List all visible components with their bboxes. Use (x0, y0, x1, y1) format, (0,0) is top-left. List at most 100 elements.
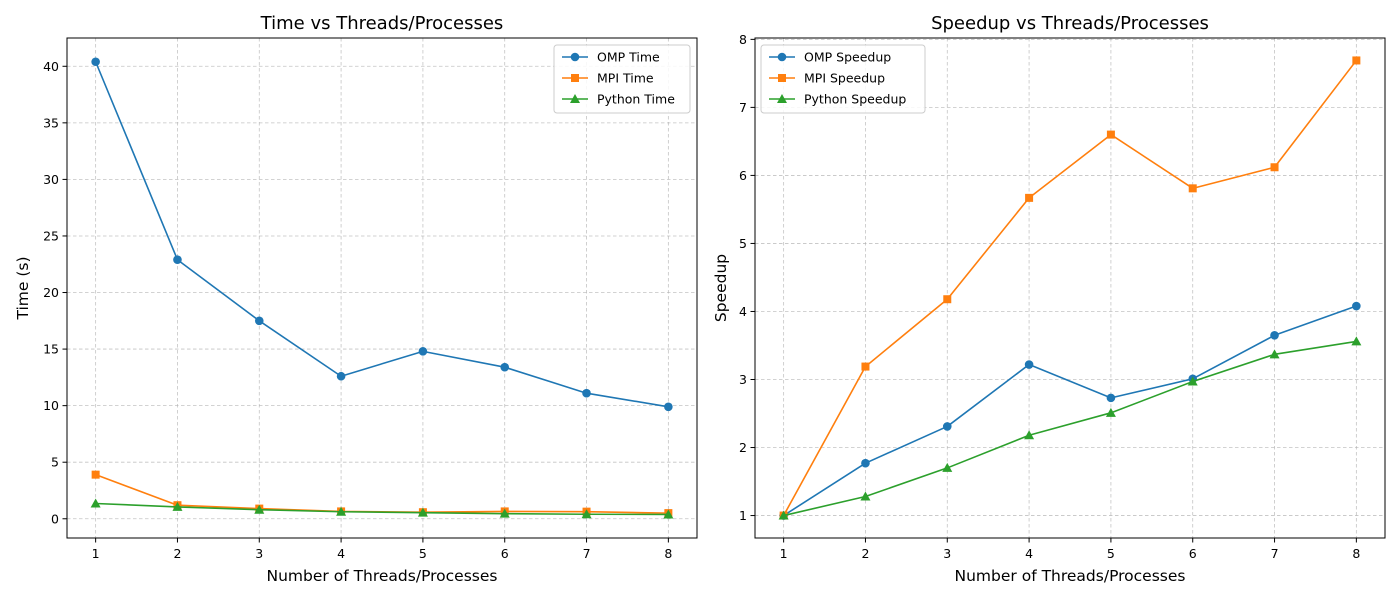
data-point-python-speedup (778, 510, 789, 520)
data-point-python-speedup (1105, 407, 1116, 417)
data-point-python-time (663, 509, 674, 519)
y-tick-label: 5 (51, 455, 59, 470)
axes-frame (754, 37, 1386, 539)
y-tick-label: 30 (43, 172, 59, 187)
y-tick-label: 10 (43, 398, 59, 413)
y-tick-label: 20 (43, 285, 59, 300)
legend-label: OMP Speedup (804, 50, 891, 65)
data-point-mpi-speedup (1270, 163, 1279, 172)
legend-label: MPI Speedup (804, 71, 885, 86)
x-tick-label: 2 (173, 546, 181, 561)
legend-swatch-marker (777, 52, 787, 62)
data-point-python-speedup (1024, 430, 1035, 440)
data-point-omp-time (173, 255, 182, 265)
x-tick-label: 3 (255, 546, 263, 561)
legend-item-omp-speedup: OMP Speedup (769, 50, 891, 65)
legend-item-python-time: Python Time (562, 92, 675, 107)
y-axis-label: Time (s) (14, 256, 32, 320)
data-point-mpi-speedup (1025, 193, 1034, 202)
chart-panel-2: 1 2 3 4 5 6 7 8 1 2 3 4 5 6 7 8 Speedup vs Threads/Proce… (712, 13, 1386, 585)
series-omp-time (91, 57, 673, 412)
data-point-python-time (417, 507, 428, 517)
x-axis-label: Number of Threads/Processes (267, 567, 498, 585)
data-point-omp-time (418, 347, 428, 356)
y-tick-label: 3 (739, 372, 747, 387)
legend-label: OMP Time (597, 50, 660, 65)
x-tick-label: 6 (1189, 546, 1197, 561)
data-point-omp-time (91, 57, 100, 67)
data-point-omp-speedup (1270, 330, 1279, 340)
chart-title: Time vs Threads/Processes (260, 13, 504, 34)
data-point-mpi-time (91, 470, 100, 479)
legend-swatch-marker (778, 74, 786, 82)
y-tick-label: 25 (43, 228, 59, 243)
series-omp-speedup (779, 301, 1361, 520)
legend-box (553, 44, 691, 114)
series-python-speedup (778, 336, 1362, 520)
legend-swatch-marker (777, 94, 787, 103)
data-point-mpi-speedup (1106, 130, 1115, 139)
data-point-python-time (336, 506, 347, 516)
x-tick-label: 3 (943, 546, 951, 561)
data-point-python-speedup (942, 462, 953, 472)
legend: OMP Speedup MPI Speedup Python Speedup (760, 44, 926, 114)
axes-frame (66, 37, 698, 539)
series-mpi-speedup (779, 56, 1361, 520)
x-tick-label: 5 (1107, 546, 1115, 561)
legend-item-python-speedup: Python Speedup (769, 92, 906, 107)
y-tick-label: 0 (51, 511, 59, 526)
data-point-mpi-speedup (943, 295, 952, 304)
series-python-time (90, 498, 674, 519)
legend-swatch-marker (570, 52, 580, 62)
series-line-omp-time (94, 61, 669, 408)
data-point-omp-speedup (942, 422, 952, 431)
x-tick-label: 4 (1025, 546, 1033, 561)
data-point-python-time (90, 498, 101, 508)
legend-label: MPI Time (597, 71, 654, 86)
legend-swatch-marker (571, 74, 579, 82)
data-point-omp-time (500, 362, 510, 372)
y-tick-label: 7 (739, 100, 747, 115)
data-point-python-speedup (1187, 376, 1198, 386)
data-point-mpi-speedup (1188, 184, 1197, 193)
x-tick-label: 1 (780, 546, 788, 561)
legend-item-mpi-speedup: MPI Speedup (769, 71, 885, 86)
x-tick-label: 7 (1271, 546, 1279, 561)
x-tick-label: 6 (501, 546, 509, 561)
series-line-omp-speedup (783, 305, 1357, 517)
data-point-omp-time (254, 316, 264, 326)
series-line-python-time (95, 502, 669, 516)
x-tick-label: 4 (337, 546, 345, 561)
data-point-omp-speedup (1024, 360, 1034, 369)
data-point-python-time (254, 504, 265, 514)
y-axis-label: Speedup (712, 254, 730, 322)
y-tick-label: 8 (739, 32, 747, 47)
x-tick-label: 8 (664, 546, 672, 561)
data-point-python-time (581, 509, 592, 519)
legend: OMP Time MPI Time Python Time (553, 44, 691, 114)
data-point-python-time (499, 508, 510, 518)
series-line-python-speedup (783, 340, 1357, 517)
x-tick-label: 5 (419, 546, 427, 561)
x-tick-label: 8 (1352, 546, 1360, 561)
x-tick-label: 2 (861, 546, 869, 561)
legend-box (760, 44, 926, 114)
x-tick-label: 7 (583, 546, 591, 561)
legend-item-omp-time: OMP Time (562, 50, 660, 65)
y-tick-label: 1 (739, 508, 747, 523)
y-tick-label: 5 (739, 236, 747, 251)
y-tick-label: 35 (43, 115, 59, 130)
data-point-omp-speedup (1106, 393, 1116, 403)
x-axis-label: Number of Threads/Processes (955, 567, 1186, 585)
data-point-mpi-speedup (861, 362, 870, 371)
chart-panel-1: 1 2 3 4 5 6 7 8 0 5 10 15 20 25 30 35 40 Time vs Threads/… (14, 13, 698, 585)
legend-label: Python Speedup (804, 92, 906, 107)
data-point-omp-time (582, 388, 591, 398)
x-tick-label: 1 (92, 546, 100, 561)
y-tick-label: 6 (739, 168, 747, 183)
legend-swatch-marker (570, 94, 580, 103)
data-point-python-speedup (1351, 336, 1362, 346)
data-point-omp-speedup (861, 458, 870, 468)
data-point-python-speedup (860, 491, 871, 501)
